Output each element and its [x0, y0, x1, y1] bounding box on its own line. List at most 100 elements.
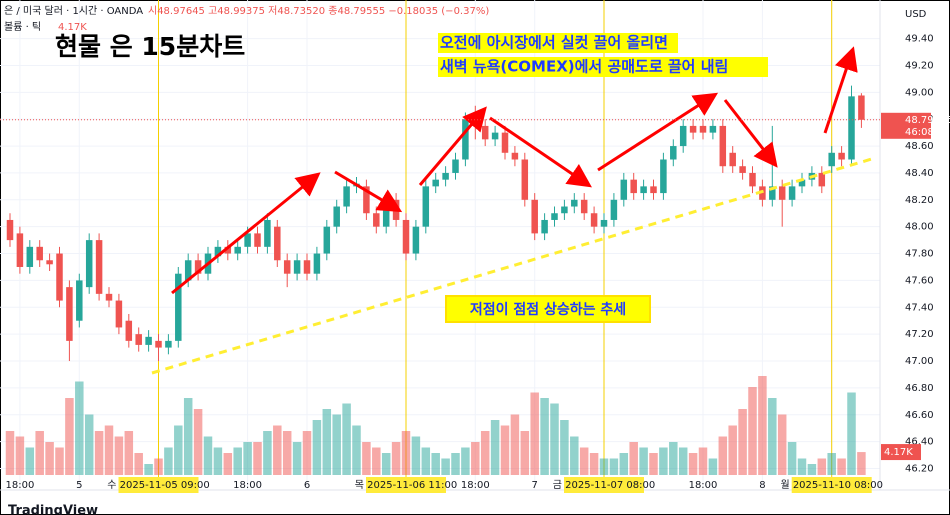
y-tick-label: 46.40 — [905, 437, 934, 448]
x-tick-label: 금 2025-11-07 08:00 — [553, 479, 656, 491]
candle-body — [283, 260, 291, 274]
candle-body — [650, 186, 657, 194]
volume-bar — [381, 453, 391, 475]
candle-body — [709, 125, 717, 133]
volume-bar — [411, 436, 421, 475]
candle-body — [491, 132, 499, 140]
volume-bar — [451, 453, 460, 475]
arrow — [489, 116, 592, 188]
candle-body — [323, 226, 331, 254]
volume-bar — [589, 453, 599, 475]
candle-body — [561, 206, 568, 214]
volume-bar — [698, 447, 708, 475]
y-tick-label: 47.20 — [905, 329, 934, 340]
volume-bar — [233, 447, 242, 475]
candle-body — [630, 179, 637, 194]
arrow — [823, 46, 858, 134]
volume-tag — [881, 444, 921, 461]
candle-body — [660, 159, 667, 194]
volume-bar — [847, 392, 856, 475]
candle-body — [234, 246, 241, 254]
last-price: 48.79555 — [905, 115, 950, 126]
volume-bar — [322, 409, 332, 475]
volume-bar — [25, 447, 35, 475]
candle-body — [66, 287, 73, 341]
y-tick-label: 48.20 — [905, 195, 934, 206]
candle-body — [274, 226, 281, 261]
volume-bar — [94, 431, 104, 475]
volume-bar — [45, 442, 54, 475]
candle-body — [333, 206, 340, 227]
candle-body — [521, 159, 529, 200]
candle-body — [699, 125, 707, 133]
candle-body — [442, 172, 449, 180]
volume-bar — [461, 447, 470, 475]
y-tick-label: 46.20 — [905, 464, 934, 475]
volume-bar — [104, 425, 114, 475]
volume-bar — [223, 453, 233, 475]
x-label-bg — [118, 477, 199, 493]
volume-bar — [708, 458, 718, 475]
volume-bar — [302, 431, 312, 475]
candle-body — [531, 199, 538, 234]
volume-bar — [193, 409, 203, 475]
candle-body — [719, 125, 727, 167]
candle-body — [739, 166, 746, 173]
volume-bar — [520, 431, 530, 475]
volume-bar — [164, 447, 173, 475]
annotation-box — [445, 295, 651, 323]
symbol: 은 / 미국 달러 · 1시간 · OANDA — [4, 5, 143, 17]
volume-bar — [807, 464, 817, 475]
volume-bar — [837, 458, 846, 475]
volume-bar — [629, 442, 638, 475]
candle-body — [422, 186, 430, 227]
annotation: 새벽 뉴욕(COMEX)에서 공매도로 끌어 내림 — [440, 58, 728, 76]
volume-bar — [391, 442, 401, 475]
volume-bar — [550, 403, 559, 475]
volume-bar — [55, 447, 64, 475]
annotation: 저점이 점점 상승하는 추세 — [470, 301, 626, 318]
candle-body — [264, 219, 271, 247]
candle-body — [85, 240, 93, 288]
candle-body — [254, 233, 261, 247]
candle-body — [689, 125, 697, 133]
candle-body — [778, 186, 786, 200]
volume-bar — [154, 458, 163, 475]
y-tick-label: 48.00 — [905, 222, 934, 233]
arrow — [597, 92, 719, 172]
volume-bar — [431, 453, 440, 475]
candle-body — [818, 172, 826, 187]
volume-bar — [362, 442, 371, 475]
price-tag — [881, 112, 931, 139]
candle-body — [798, 179, 806, 187]
candle-body — [452, 159, 459, 173]
volume-bar — [5, 431, 15, 475]
y-tick-label: 49.40 — [905, 34, 934, 45]
volume-bar — [352, 425, 361, 475]
candle-body — [155, 340, 162, 348]
volume-bar — [124, 431, 134, 475]
volume-bar — [282, 431, 292, 475]
volume-bar — [213, 447, 223, 475]
volume-bar — [688, 453, 698, 475]
candle-body — [26, 246, 34, 267]
volume-bar — [15, 436, 25, 475]
volume-bar — [490, 420, 500, 475]
candle-body — [313, 253, 321, 274]
arrow — [334, 170, 403, 213]
volume-bar — [75, 381, 84, 475]
candle-body — [551, 213, 558, 220]
volume-bar — [292, 442, 302, 475]
candle-body — [432, 179, 439, 187]
x-tick-label: 수 2025-11-05 09:00 — [107, 479, 210, 491]
candle-body — [590, 213, 598, 227]
candle-body — [848, 96, 855, 160]
candle-body — [580, 199, 588, 214]
volume-bar — [639, 447, 648, 475]
x-tick-label: 18:00 — [689, 480, 718, 491]
volume-bar — [728, 425, 737, 475]
highlight — [438, 33, 678, 53]
highlight — [438, 57, 768, 77]
candle-body — [610, 199, 618, 220]
